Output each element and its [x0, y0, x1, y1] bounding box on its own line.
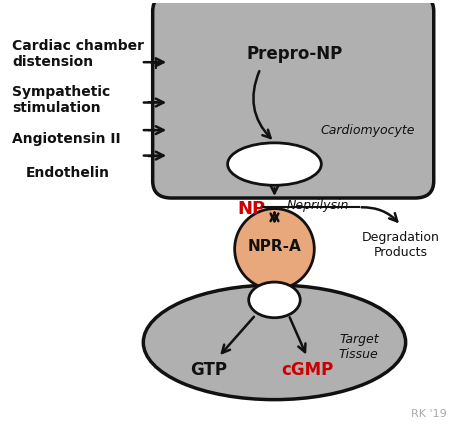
Text: Pro-NP: Pro-NP — [245, 157, 304, 172]
Text: Cardiomyocyte: Cardiomyocyte — [321, 123, 415, 137]
Ellipse shape — [143, 285, 406, 399]
Text: NPR-A: NPR-A — [247, 240, 301, 254]
Text: Prepro-NP: Prepro-NP — [246, 45, 343, 63]
FancyBboxPatch shape — [153, 0, 434, 198]
Text: +: + — [146, 148, 160, 166]
Text: Endothelin: Endothelin — [26, 166, 110, 180]
Ellipse shape — [228, 143, 321, 185]
Text: GC: GC — [264, 293, 285, 307]
Text: NP: NP — [237, 200, 265, 218]
Text: Sympathetic
stimulation: Sympathetic stimulation — [12, 85, 110, 116]
Text: Angiotensin II: Angiotensin II — [12, 132, 121, 146]
Text: +: + — [146, 123, 160, 140]
Text: Cardiac chamber
distension: Cardiac chamber distension — [12, 39, 144, 69]
Ellipse shape — [235, 209, 314, 289]
Text: GTP: GTP — [191, 361, 228, 379]
Text: +: + — [148, 55, 162, 74]
Text: cGMP: cGMP — [281, 361, 333, 379]
Text: Degradation
Products: Degradation Products — [362, 231, 440, 259]
Text: Neprilysin: Neprilysin — [286, 199, 348, 212]
Ellipse shape — [249, 282, 300, 318]
Text: Target
Tissue: Target Tissue — [339, 332, 379, 361]
Text: +: + — [146, 94, 160, 112]
Text: RK '19: RK '19 — [411, 409, 447, 420]
